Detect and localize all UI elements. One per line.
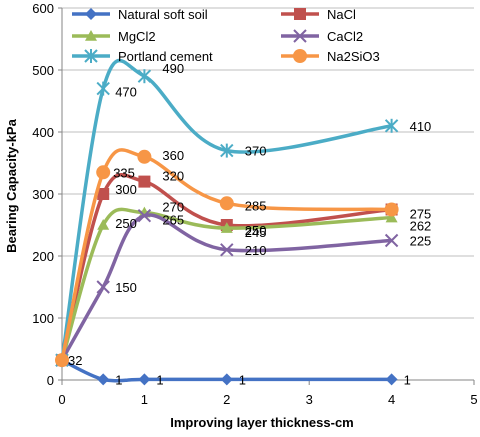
data-label: 360 [162, 148, 184, 163]
legend: Natural soft soil NaCl MgCl2 CaCl2 Portland … [72, 7, 380, 64]
x-tick-label: 3 [306, 392, 313, 407]
y-tick-label: 100 [32, 311, 54, 326]
y-tick-label: 0 [47, 373, 54, 388]
marker-point [384, 118, 399, 133]
data-label: 320 [162, 169, 184, 184]
marker-point [137, 208, 152, 223]
data-label: 245 [245, 225, 267, 240]
y-axis-title: Bearing Capacity-kPa [4, 118, 19, 252]
legend-label: Na2SiO3 [327, 49, 380, 64]
marker-point [293, 29, 307, 43]
marker-point [220, 143, 234, 158]
x-tick-label: 2 [223, 392, 230, 407]
data-label: 490 [162, 61, 184, 76]
marker-point [385, 211, 398, 223]
marker-point [96, 81, 110, 96]
marker-point [85, 30, 97, 41]
marker-point [294, 8, 306, 20]
marker-point [385, 373, 398, 386]
y-tick-label: 400 [32, 125, 54, 140]
y-tick-label: 300 [32, 187, 54, 202]
data-label: 150 [115, 280, 137, 295]
data-label: 470 [115, 85, 137, 100]
data-label: 1 [115, 372, 122, 387]
legend-item: Na2SiO3 [281, 49, 380, 64]
y-tick-label: 600 [32, 1, 54, 16]
legend-label: CaCl2 [327, 29, 363, 44]
x-tick-label: 0 [58, 392, 65, 407]
series-line [61, 358, 392, 383]
data-label: 285 [245, 198, 267, 213]
legend-item: MgCl2 [72, 29, 156, 44]
marker-point [220, 373, 233, 386]
series-mgcl2 [56, 206, 398, 365]
legend-item: Natural soft soil [72, 7, 208, 22]
data-label: 262 [410, 219, 432, 234]
marker-point [220, 222, 233, 233]
series-cacl2 [55, 208, 399, 367]
data-label: 1 [239, 372, 246, 387]
data-label: 270 [162, 200, 184, 215]
series-natural-soft-soil [56, 354, 398, 386]
marker-point [137, 149, 152, 164]
y-tick-label: 500 [32, 63, 54, 78]
series-line [60, 213, 392, 362]
data-label: 210 [245, 243, 267, 258]
x-axis-title: Improving layer thickness-cm [170, 415, 354, 430]
marker-point [97, 188, 110, 200]
marker-point [85, 8, 97, 20]
legend-label: MgCl2 [118, 29, 156, 44]
y-tick-label: 200 [32, 249, 54, 264]
x-tick-label: 5 [470, 392, 477, 407]
data-label: 370 [245, 144, 267, 159]
data-label: 225 [410, 234, 432, 249]
marker-point [137, 69, 152, 84]
x-tick-label: 4 [388, 392, 395, 407]
data-label: 300 [115, 182, 137, 197]
series-na2sio3 [55, 148, 399, 368]
legend-item: CaCl2 [281, 29, 363, 44]
data-label: 265 [162, 213, 184, 228]
legend-item: Portland cement [72, 49, 213, 64]
marker-point [138, 175, 151, 188]
marker-point [55, 353, 69, 368]
marker-point [384, 202, 399, 217]
marker-point [96, 280, 110, 294]
marker-point [97, 219, 110, 230]
data-label: 250 [115, 216, 137, 231]
marker-point [220, 243, 234, 257]
data-labels: 32 1 1 1 1 300 320 250 275 250 270 245 262 150 265 210 2… [68, 61, 431, 387]
data-label: 410 [410, 119, 432, 134]
marker-point [96, 165, 111, 180]
data-label: 1 [404, 372, 411, 387]
data-label: 250 [245, 223, 267, 238]
legend-item: NaCl [281, 7, 356, 22]
marker-point [97, 373, 110, 386]
marker-point [219, 196, 234, 211]
legend-label: Portland cement [118, 49, 213, 64]
legend-label: Natural soft soil [118, 7, 208, 22]
marker-point [384, 233, 399, 248]
marker-point [293, 49, 307, 63]
legend-label: NaCl [327, 7, 356, 22]
series-lines [55, 59, 399, 386]
marker-point [84, 49, 98, 63]
data-label: 335 [113, 165, 135, 180]
data-label: 275 [410, 207, 432, 222]
data-label: 1 [156, 372, 163, 387]
data-label: 32 [68, 353, 82, 368]
x-tick-label: 1 [141, 392, 148, 407]
gridlines [62, 7, 474, 319]
marker-point [138, 373, 151, 386]
